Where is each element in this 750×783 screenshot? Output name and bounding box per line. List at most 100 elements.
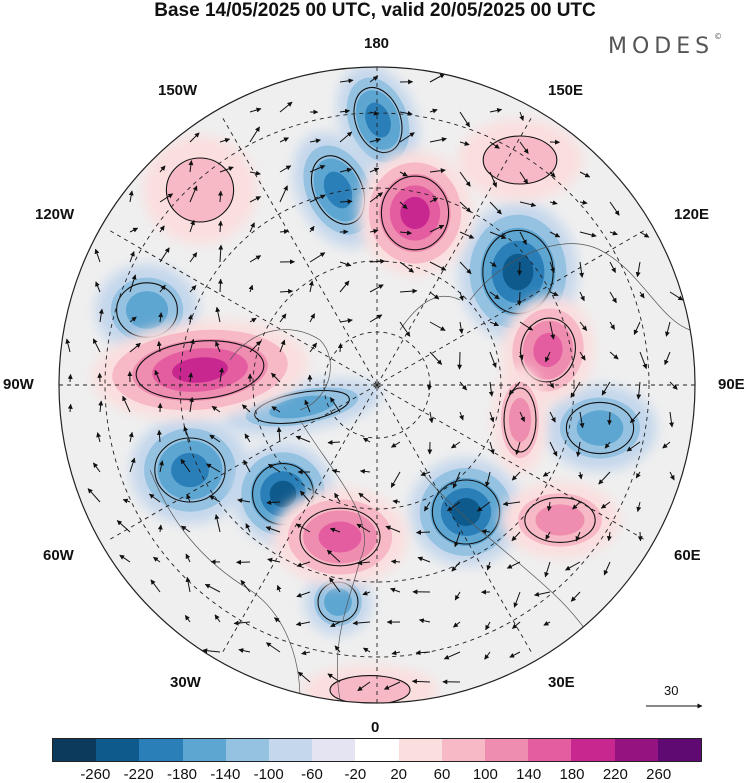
wind-vector [128, 431, 134, 443]
wind-vector [295, 621, 311, 627]
wind-vector [339, 280, 350, 293]
wind-vector [459, 291, 464, 301]
map-border [58, 66, 696, 704]
wind-vector [489, 201, 502, 215]
geopotential-contour [329, 675, 411, 703]
colorbar-tick-label: 220 [602, 766, 628, 783]
wind-vector [607, 411, 613, 426]
wind-vector [459, 201, 472, 213]
wind-vector [189, 132, 200, 143]
wind-vector [549, 291, 559, 297]
wind-vector [508, 381, 521, 395]
anomaly-contour [269, 480, 297, 508]
wind-vector [369, 228, 379, 234]
wind-vector [369, 192, 384, 203]
brand-logo: MODES© [608, 32, 722, 59]
wind-vector [390, 471, 401, 488]
colorbar-tick-label: 180 [559, 766, 585, 783]
wind-vector [458, 321, 464, 334]
wind-vector [609, 230, 618, 236]
wind-vector [358, 492, 371, 503]
wind-vector [489, 441, 495, 455]
wind-vector [116, 520, 131, 533]
wind-vector [575, 531, 581, 542]
wind-vector [635, 471, 641, 479]
geopotential-contour [299, 507, 381, 567]
wind-vector [609, 201, 620, 216]
wind-vector [329, 527, 341, 533]
wind-vector [385, 525, 401, 533]
wind-vector [339, 167, 352, 173]
wind-vector [334, 645, 341, 653]
wind-vector [327, 673, 341, 683]
colorbar-swatch [528, 739, 572, 761]
wind-vector [609, 321, 616, 330]
brand-name: MODES [608, 34, 715, 59]
wind-vector [489, 321, 500, 327]
wind-vector [237, 498, 251, 504]
wind-vector [309, 165, 326, 173]
wind-vector [327, 439, 341, 445]
anomaly-contour [533, 332, 563, 368]
anomaly-contour [330, 675, 410, 703]
wind-vector [204, 583, 221, 593]
wind-vector [189, 252, 198, 263]
wind-vector [604, 441, 611, 449]
wind-vector [92, 338, 101, 353]
geopotential-contour [165, 157, 235, 223]
wind-vector [459, 231, 475, 239]
wind-vector [428, 411, 434, 424]
wind-vector [265, 526, 281, 533]
wind-vector [265, 642, 281, 653]
wind-vector [392, 499, 401, 505]
colorbar-tick-label: 260 [646, 766, 672, 783]
wind-vector [626, 441, 641, 452]
wind-vector [519, 171, 529, 185]
wind-vector [383, 681, 401, 690]
wind-vector [489, 351, 497, 368]
wind-vector [67, 373, 73, 383]
wind-vector [219, 137, 231, 143]
wind-vector [249, 317, 257, 323]
wind-vector [244, 433, 251, 443]
wind-vector [122, 498, 131, 504]
wind-vector [304, 399, 311, 413]
wind-vector [457, 351, 463, 370]
wind-vector [549, 200, 558, 206]
wind-vector [639, 351, 648, 370]
wind-vector [369, 314, 383, 323]
wind-vector [154, 369, 161, 383]
wind-vector [92, 462, 101, 473]
colorbar-swatch [139, 739, 183, 761]
wind-vector [180, 525, 191, 533]
wind-vector [572, 501, 581, 510]
wind-vector [188, 372, 194, 383]
wind-vector [549, 231, 561, 238]
colorbar-swatch [441, 739, 486, 761]
wind-vector [565, 561, 581, 571]
wind-vector [399, 288, 418, 294]
wind-vector [662, 441, 671, 449]
lon-label-150w: 150W [158, 82, 198, 99]
wind-vector [295, 435, 311, 443]
wind-vector [279, 339, 286, 353]
wind-vector [635, 261, 641, 278]
wind-vector [87, 488, 101, 503]
anomaly-contour [166, 158, 234, 222]
wind-vector [579, 321, 588, 331]
wind-vector [159, 247, 170, 263]
wind-vector [429, 261, 447, 271]
wind-vector [416, 529, 431, 535]
wind-vector [98, 400, 104, 413]
wind-vector [249, 222, 255, 233]
wind-vector [309, 313, 316, 323]
wind-vector [189, 185, 198, 203]
wind-vector [119, 554, 131, 563]
wind-vector [429, 137, 447, 143]
geopotential-contour [482, 135, 558, 185]
wind-vector [669, 411, 674, 428]
wind-vector [219, 166, 234, 173]
wind-vector [511, 471, 521, 481]
wind-vector [429, 108, 438, 114]
wind-vector [545, 531, 551, 540]
